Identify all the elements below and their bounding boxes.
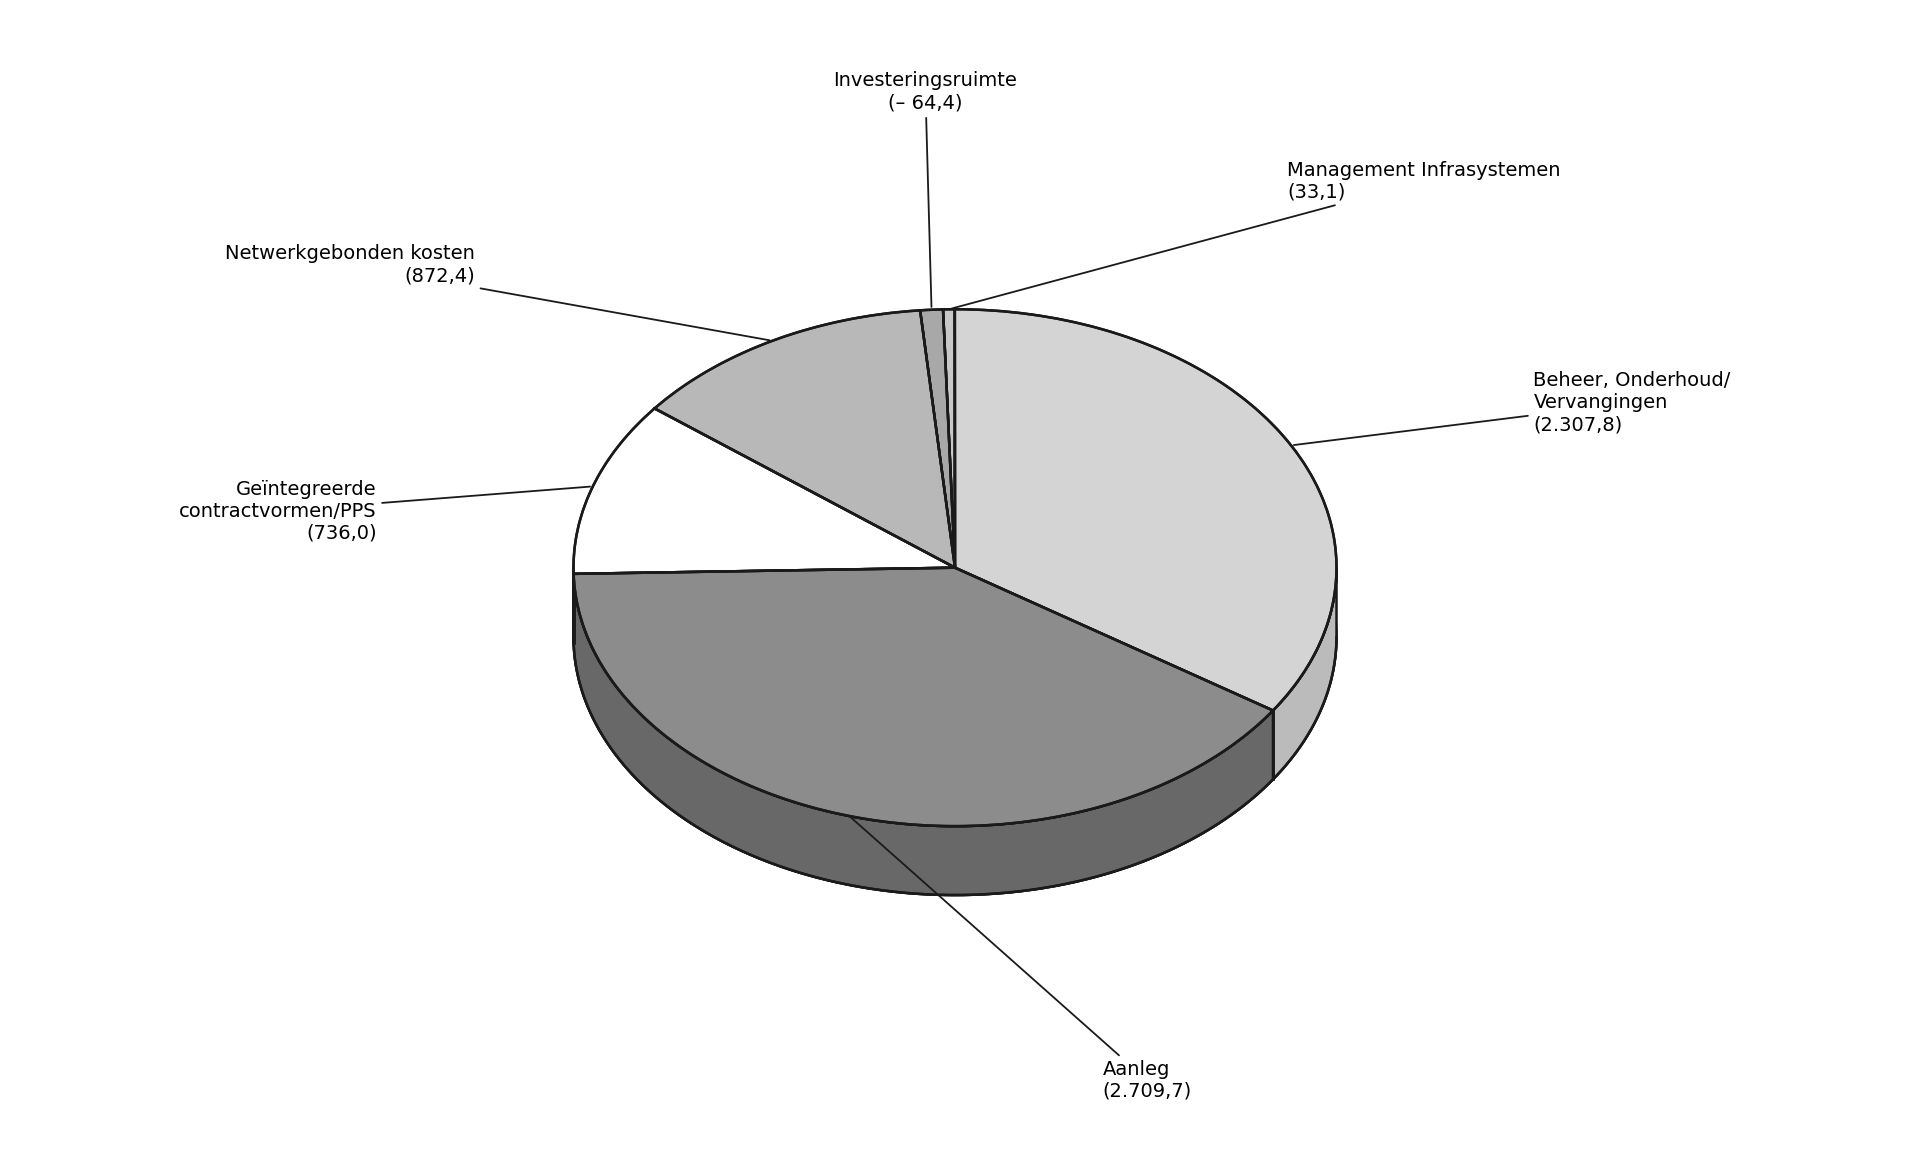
Text: Management Infrasystemen
(33,1): Management Infrasystemen (33,1) [951,161,1560,309]
Text: Geïntegreerde
contractvormen/PPS
(736,0): Geïntegreerde contractvormen/PPS (736,0) [180,479,590,543]
Polygon shape [655,311,955,567]
Text: Netwerkgebonden kosten
(872,4): Netwerkgebonden kosten (872,4) [225,245,770,340]
Polygon shape [573,567,1272,826]
Polygon shape [573,408,955,574]
Ellipse shape [573,378,1337,896]
Text: Investeringsruimte
(– 64,4): Investeringsruimte (– 64,4) [833,72,1018,307]
Polygon shape [921,310,955,567]
Polygon shape [573,574,1272,896]
Text: Beheer, Onderhoud/
Vervangingen
(2.307,8): Beheer, Onderhoud/ Vervangingen (2.307,8… [1293,371,1730,445]
Polygon shape [1272,568,1337,780]
Polygon shape [955,310,1337,710]
Polygon shape [944,310,955,567]
Text: Aanleg
(2.709,7): Aanleg (2.709,7) [852,818,1192,1101]
